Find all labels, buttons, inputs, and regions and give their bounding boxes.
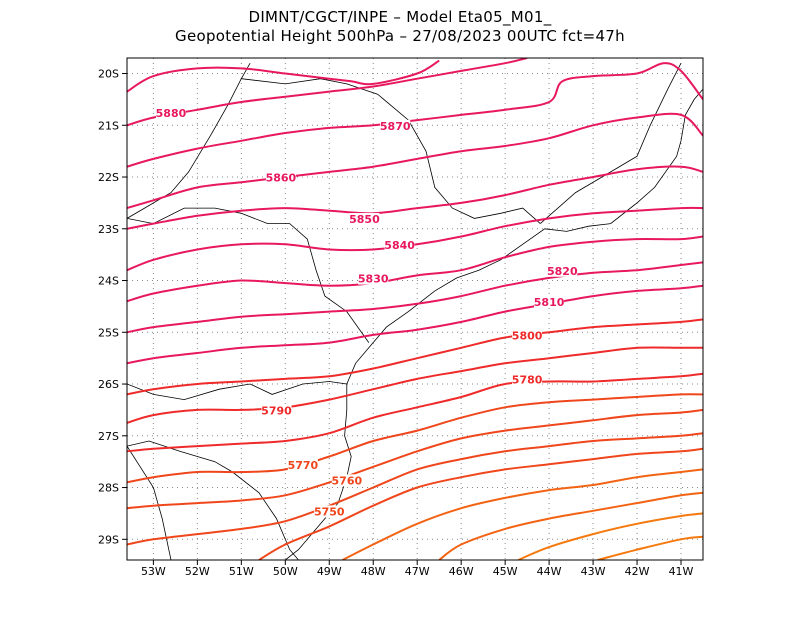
contour-label: 5850 — [349, 213, 380, 226]
contour-5810 — [127, 284, 703, 365]
contour-5800 — [127, 318, 703, 396]
lon-tick-label: 50W — [273, 565, 298, 578]
lat-tick-label: 26S — [98, 378, 119, 391]
contour-label-bg — [358, 272, 389, 285]
contour-5870 — [127, 62, 703, 168]
contour-label-bg — [265, 171, 296, 184]
coastline-segment — [285, 140, 682, 560]
contour-5700 — [597, 535, 703, 560]
lat-tick-label: 20S — [98, 68, 119, 81]
contour-5830 — [127, 235, 703, 303]
contour-label-bg — [331, 474, 362, 487]
lon-tick-label: 47W — [405, 565, 430, 578]
contour-5850 — [127, 165, 703, 230]
contour-label: 5840 — [384, 239, 415, 252]
lat-tick-label: 23S — [98, 223, 119, 236]
contour-label: 5830 — [358, 273, 389, 286]
contour-label: 5820 — [547, 265, 578, 278]
contour-label-bg — [384, 238, 415, 251]
contour-label: 5760 — [332, 474, 363, 487]
contour-label-bg — [380, 119, 411, 132]
contour-5740 — [258, 447, 703, 560]
contour-label: 5770 — [288, 459, 319, 472]
graticule-grid — [127, 58, 703, 560]
map-frame — [126, 57, 704, 561]
coastline-borders — [127, 63, 703, 560]
contour-label-bg — [547, 264, 578, 277]
lon-tick-label: 41W — [669, 565, 694, 578]
contour-label: 5750 — [314, 505, 345, 518]
contour-5750 — [127, 432, 703, 546]
lon-tick-label: 49W — [317, 565, 342, 578]
coastline-segment — [127, 445, 172, 560]
contour-5780 — [127, 372, 703, 453]
lat-tick-label: 21S — [98, 119, 119, 132]
contour-label-bg — [534, 295, 565, 308]
contour-label: 5880 — [156, 107, 187, 120]
contour-label: 5780 — [512, 373, 543, 386]
contour-label: 5870 — [380, 120, 411, 133]
coastline-segment — [241, 78, 541, 224]
contour-5790 — [127, 346, 703, 424]
height-contours — [127, 58, 703, 560]
contour-label-bg — [349, 213, 380, 226]
contour-5730 — [342, 468, 703, 560]
lon-tick-label: 51W — [229, 565, 254, 578]
lat-tick-label: 27S — [98, 430, 119, 443]
axis-ticks: 53W 52W 51W 50W 49W 48W 47W 46W 45W 44W 43W 42W 41W 2… — [98, 68, 694, 578]
lon-tick-label: 46W — [449, 565, 474, 578]
map-title-line-1: DIMNT/CGCT/INPE – Model Eta05_M01_ — [248, 8, 552, 26]
lon-tick-label: 48W — [361, 565, 386, 578]
coastline-segment — [127, 207, 370, 343]
contour-label: 5790 — [261, 405, 292, 418]
map-title-line-2: Geopotential Height 500hPa – 27/08/2023 … — [175, 27, 625, 45]
lat-tick-label: 25S — [98, 326, 119, 339]
lon-tick-label: 44W — [537, 565, 562, 578]
contour-label: 5810 — [534, 296, 565, 309]
coastline-segment — [540, 63, 682, 224]
contour-label: 5800 — [512, 329, 543, 342]
contour-label-bg — [512, 373, 543, 386]
contour-labels: 5880 5870 5860 5850 5840 5830 5820 5810 5800 5790… — [155, 106, 578, 518]
coastline-segment — [127, 381, 347, 401]
contour-5840 — [127, 206, 703, 272]
lon-tick-label: 52W — [185, 565, 210, 578]
contour-label-bg — [155, 106, 186, 119]
contour-label-bg — [287, 458, 318, 471]
lat-tick-label: 28S — [98, 482, 119, 495]
contour-label-bg — [314, 505, 345, 518]
contour-5880 — [127, 59, 440, 93]
lon-tick-label: 45W — [493, 565, 518, 578]
lon-tick-label: 42W — [625, 565, 650, 578]
coastline-segment — [127, 63, 251, 219]
contour-5760 — [127, 408, 703, 510]
contour-5720 — [438, 491, 703, 560]
contour-5770 — [127, 393, 703, 484]
coastline-segment — [127, 440, 299, 560]
lat-tick-label: 29S — [98, 533, 119, 546]
contour-label-bg — [261, 404, 292, 417]
lat-tick-label: 22S — [98, 171, 119, 184]
contour-label: 5860 — [266, 172, 297, 185]
lat-tick-label: 24S — [98, 275, 119, 288]
lon-tick-label: 53W — [141, 565, 166, 578]
contour-5710 — [517, 512, 703, 560]
contour-5820 — [127, 261, 703, 334]
contour-label-bg — [512, 329, 543, 342]
contour-5860 — [127, 112, 703, 210]
lon-tick-label: 43W — [581, 565, 606, 578]
